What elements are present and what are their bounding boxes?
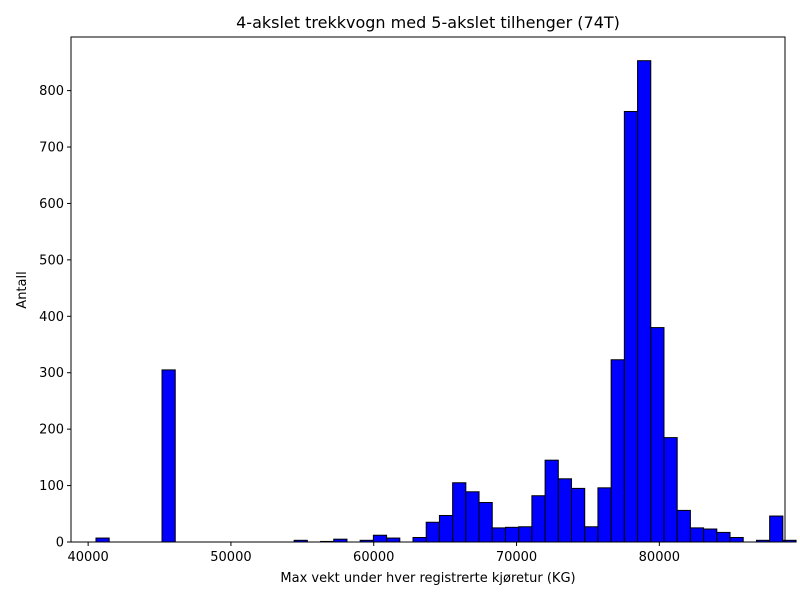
y-axis: 0 100 200 300 400 500 600 700 800 [39, 84, 71, 551]
histogram-bar [465, 491, 480, 543]
histogram-bar [782, 539, 797, 543]
y-tick-label: 700 [39, 141, 64, 156]
x-axis: 40000 50000 60000 70000 80000 [67, 542, 680, 565]
histogram-bar [610, 359, 625, 543]
histogram-bar [452, 482, 467, 543]
x-tick-label: 70000 [496, 550, 537, 565]
y-tick-label: 800 [39, 84, 64, 99]
y-tick-label: 200 [39, 423, 64, 438]
histogram-bar [716, 531, 731, 543]
histogram-bar [729, 536, 744, 543]
histogram-bar [412, 536, 427, 543]
histogram-bar [478, 502, 493, 543]
bars-group [95, 60, 797, 543]
plot-frame [70, 36, 786, 543]
y-axis-label: Antall [15, 271, 30, 308]
chart-title: 4-akslet trekkvogn med 5-akslet tilhenge… [236, 13, 620, 32]
histogram-bar [95, 537, 110, 543]
histogram-bar [372, 534, 388, 543]
y-tick-label: 300 [39, 366, 64, 381]
y-tick-label: 400 [39, 310, 64, 325]
histogram-bar [663, 437, 678, 543]
histogram-bar [584, 526, 599, 543]
histogram-bar [650, 327, 665, 543]
histogram-bar [544, 459, 559, 543]
histogram-bar [597, 487, 612, 543]
histogram-bar [557, 478, 573, 543]
histogram-bar [491, 527, 506, 543]
y-tick-label: 500 [39, 253, 64, 268]
y-tick-label: 600 [39, 197, 64, 212]
histogram-bar [438, 514, 454, 543]
histogram-bar [518, 526, 533, 543]
x-axis-label: Max vekt under hver registrerte kjøretur… [280, 571, 575, 586]
histogram-bar [161, 369, 176, 543]
y-tick-label: 0 [56, 536, 64, 551]
histogram-bar [637, 60, 652, 543]
histogram-bar [504, 526, 520, 543]
x-tick-label: 60000 [353, 550, 394, 565]
histogram-bar [703, 528, 718, 543]
histogram-bar [386, 537, 401, 543]
x-tick-label: 50000 [210, 550, 251, 565]
x-tick-label: 80000 [639, 550, 680, 565]
histogram-bar [571, 487, 586, 543]
x-tick-label: 40000 [67, 550, 108, 565]
histogram-bar [531, 495, 546, 543]
histogram-bar [769, 515, 784, 543]
y-tick-label: 100 [39, 479, 64, 494]
histogram-bar [676, 509, 691, 543]
histogram-bar [623, 110, 639, 543]
histogram-bar [425, 521, 440, 543]
histogram-bar [689, 527, 705, 543]
